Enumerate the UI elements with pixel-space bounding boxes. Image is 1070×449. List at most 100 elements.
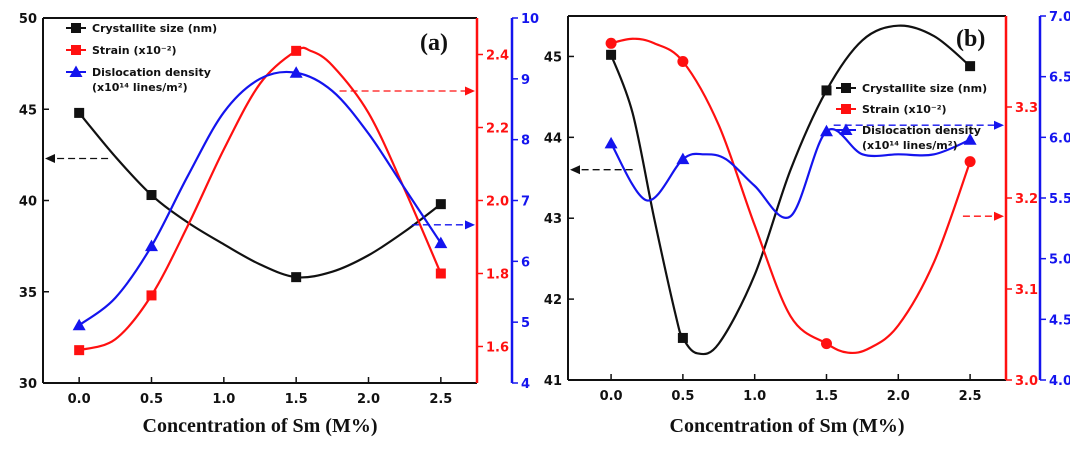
x-axis-title: Concentration of Sm (M%) — [143, 415, 378, 437]
data-point — [434, 236, 448, 249]
legend-label: Dislocation density — [92, 66, 211, 79]
y-right-dislocation-tick-label: 4.5 — [1049, 313, 1070, 328]
panel-label: (b) — [956, 26, 985, 52]
y-right-dislocation-tick-label: 5.5 — [1049, 192, 1070, 207]
y-left-tick-label: 30 — [19, 377, 37, 392]
y-right-strain-tick-label: 2.4 — [486, 49, 509, 64]
data-point — [605, 37, 617, 49]
series-line — [78, 70, 442, 327]
series-3 — [604, 124, 977, 219]
x-tick-label: 0.0 — [600, 389, 623, 404]
data-point — [606, 49, 617, 60]
series-1 — [606, 24, 976, 356]
data-point — [74, 107, 85, 118]
y-right-strain-tick-label: 3.2 — [1015, 192, 1038, 207]
y-left-tick-label: 43 — [544, 212, 562, 227]
axis-arrow-head — [465, 86, 475, 96]
y-right-dislocation-tick-label: 9 — [521, 73, 530, 88]
x-tick-label: 2.0 — [887, 389, 910, 404]
series-line — [610, 128, 971, 219]
x-tick-label: 2.5 — [429, 392, 452, 407]
axis-arrow-head — [465, 220, 475, 230]
series-2 — [74, 45, 446, 356]
data-point — [435, 268, 446, 279]
data-point — [821, 85, 832, 96]
series-2 — [605, 37, 976, 355]
series-line — [610, 24, 971, 356]
data-point — [604, 136, 618, 149]
legend-marker — [839, 123, 853, 135]
data-point — [820, 338, 832, 350]
y-left-tick-label: 50 — [19, 12, 37, 27]
data-point — [435, 199, 446, 210]
x-tick-label: 1.5 — [285, 392, 308, 407]
data-point — [72, 318, 86, 331]
y-right-strain-tick-label: 3.3 — [1015, 101, 1038, 116]
data-point — [146, 190, 157, 201]
legend-label-continued: (x10¹⁴ lines/m²) — [92, 81, 188, 94]
axis-arrow-head — [570, 165, 580, 175]
y-right-strain-tick-label: 1.6 — [486, 341, 509, 356]
y-left-tick-label: 45 — [19, 103, 37, 118]
legend-label: Strain (x10⁻²) — [92, 44, 177, 57]
x-tick-label: 0.5 — [140, 392, 163, 407]
axis-arrow-head — [994, 120, 1004, 130]
x-tick-label: 2.0 — [357, 392, 380, 407]
y-right-dislocation-tick-label: 7 — [521, 195, 530, 210]
y-left-tick-label: 40 — [19, 195, 37, 210]
x-tick-label: 0.5 — [671, 389, 694, 404]
legend-label: Dislocation density — [862, 124, 981, 137]
y-right-strain-tick-label: 2.0 — [486, 195, 509, 210]
y-right-dislocation-tick-label: 4.0 — [1049, 374, 1070, 389]
series-1 — [74, 107, 446, 283]
y-left-tick-label: 42 — [544, 293, 562, 308]
series-line — [78, 112, 442, 279]
legend-label: Strain (x10⁻²) — [862, 103, 947, 116]
legend-marker — [69, 65, 83, 77]
data-point — [291, 45, 302, 56]
data-point — [145, 239, 158, 252]
legend-marker — [71, 45, 81, 55]
y-right-strain-tick-label: 3.0 — [1015, 374, 1038, 389]
chart-panel-2: 0.0 0.5 1.0 1.5 2.0 2.5 41 42 43 44 45 3.0 3.1 3.2 3.3… — [544, 10, 1070, 437]
series-line — [610, 37, 972, 355]
legend-marker — [71, 23, 81, 33]
y-right-dislocation-tick-label: 4 — [521, 377, 530, 392]
x-tick-label: 0.0 — [68, 392, 91, 407]
y-left-tick-label: 41 — [544, 374, 562, 389]
y-right-dislocation-tick-label: 7.0 — [1049, 10, 1070, 25]
legend-label: Crystallite size (nm) — [862, 82, 987, 95]
y-left-tick-label: 35 — [19, 286, 37, 301]
x-tick-label: 1.0 — [743, 389, 766, 404]
y-right-dislocation-tick-label: 6.0 — [1049, 131, 1070, 146]
y-left-tick-label: 44 — [544, 131, 562, 146]
legend: Crystallite size (nm) Strain (x10⁻²) Dislo… — [66, 22, 217, 94]
y-right-strain-tick-label: 3.1 — [1015, 283, 1038, 298]
y-left-tick-label: 45 — [544, 50, 562, 65]
data-point — [676, 152, 690, 165]
data-point — [146, 290, 157, 301]
y-right-strain-tick-label: 1.8 — [486, 268, 509, 283]
series-3 — [72, 66, 448, 331]
x-axis-title: Concentration of Sm (M%) — [670, 415, 905, 437]
chart-panel-1: 0.0 0.5 1.0 1.5 2.0 2.530354045501.61.82.02.2… — [19, 12, 539, 437]
axis-arrow-head — [994, 211, 1004, 221]
x-tick-label: 2.5 — [959, 389, 982, 404]
legend-label-continued: (x10¹⁴ lines/m²) — [862, 139, 958, 152]
data-point — [677, 332, 688, 343]
legend-marker — [841, 104, 851, 114]
y-right-dislocation-tick-label: 5 — [521, 316, 530, 331]
x-tick-label: 1.5 — [815, 389, 838, 404]
panel-label: (a) — [420, 30, 448, 56]
data-point — [677, 56, 689, 67]
data-point — [74, 345, 85, 356]
y-right-dislocation-tick-label: 6.5 — [1049, 71, 1070, 86]
data-point — [291, 272, 302, 283]
data-point — [819, 124, 833, 137]
y-right-dislocation-tick-label: 5.0 — [1049, 253, 1070, 268]
data-point — [964, 156, 976, 168]
data-point — [965, 61, 976, 72]
y-right-dislocation-tick-label: 8 — [521, 134, 530, 149]
